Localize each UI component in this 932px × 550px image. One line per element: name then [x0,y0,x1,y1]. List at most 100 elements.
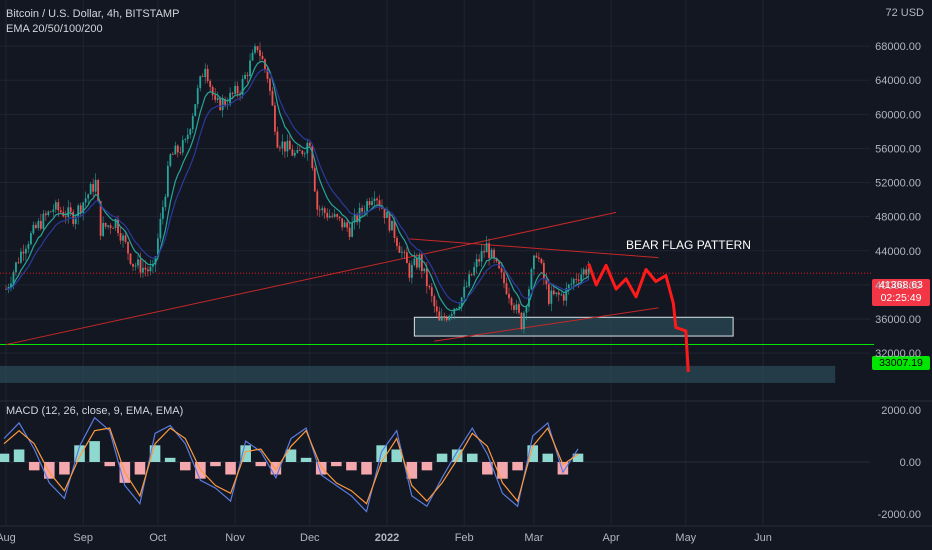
time-axis-tick: Apr [603,532,620,544]
macd-histogram-bar [466,453,478,462]
candle-body [318,209,321,211]
candle-body [221,99,224,111]
macd-histogram-bar [179,462,191,471]
currency-top-tick: 72 [885,7,898,19]
candle-body [196,88,199,105]
candle-body [34,224,37,229]
candle-body [552,290,555,295]
candle-body [219,97,222,111]
candle-body [391,220,393,231]
candle-body [368,201,371,206]
candle-body [114,219,117,228]
candle-body [22,251,25,254]
candle-body [264,59,266,70]
candle-body [266,69,269,79]
candle-body [276,131,279,148]
candle-body [361,207,363,212]
candle-body [49,211,52,213]
macd-axis-tick: 2000.00 [881,405,921,417]
candle-body [530,269,533,290]
price-axis-tick: 52000.00 [875,178,921,190]
macd-histogram-bar [346,462,357,471]
time-axis-tick: Feb [455,532,474,544]
candle-body [77,205,80,218]
candle-body [112,227,114,229]
price-axis-tick: 68000.00 [875,41,921,53]
candle-body [383,208,386,219]
candle-body [513,305,515,310]
candle-body [316,191,319,210]
price-axis-tick: 36000.00 [875,314,921,326]
time-axis-tick: Jun [754,532,772,544]
candle-body [211,86,214,96]
candle-body [27,244,30,249]
time-axis-tick: Aug [0,532,16,544]
macd-histogram-bar [44,462,55,479]
candle-body [57,202,60,211]
candle-body [455,308,458,310]
macd-histogram-bar [240,445,251,462]
macd-histogram-bar [210,462,221,467]
candle-body [488,243,490,259]
support-level-badge: 33007.19 [872,356,930,370]
candle-body [171,154,174,156]
candle-body [448,315,451,321]
candle-body [440,315,443,321]
macd-histogram-bar [225,462,236,475]
candle-body [550,290,553,304]
price-axis-tick: 40000.00 [875,280,921,292]
candle-body [565,288,568,301]
candle-body [528,289,530,307]
candle-body [545,278,548,285]
candle-body [201,76,204,78]
candle-body [572,279,575,284]
candle-body [64,216,67,218]
candle-body [269,78,271,91]
candle-body [189,129,192,135]
candle-body [343,222,346,228]
last-price-badge: 41368.63 02:25:49 [872,279,930,306]
candle-body [493,249,495,259]
candle-body [191,116,194,130]
candle-body [52,209,55,212]
candle-body [17,262,20,264]
candle-body [20,251,22,263]
candle-body [483,251,486,253]
candle-body [82,202,85,213]
macd-histogram-bar [149,445,161,462]
candle-body [547,284,550,304]
candle-body [179,152,182,154]
candle-body [97,180,100,201]
candle-body [503,272,505,284]
support-level-badge-bg [872,356,930,370]
candle-body [72,211,75,224]
macd-histogram-bar [497,462,508,479]
candle-body [346,222,349,228]
candle-body [94,180,97,192]
candle-body [169,154,172,166]
candle-body [445,318,448,321]
candle-body [393,220,396,238]
candle-body [410,264,413,278]
candle-body [159,218,162,239]
price-axis-tick: 44000.00 [875,246,921,258]
candle-body [560,294,563,296]
macd-histogram-bar [255,462,267,467]
rising-trendline [5,211,617,346]
candle-body [587,268,590,275]
macd-histogram-bar [572,453,584,462]
candle-body [373,198,376,202]
candle-body [5,289,7,290]
candle-body [216,97,219,100]
candle-body [87,194,90,199]
candle-body [176,145,179,153]
price-axis-tick: 48000.00 [875,212,921,224]
candle-body [209,81,212,87]
macd-histogram-bar [59,462,70,475]
macd-histogram-bar [436,453,448,462]
time-axis-tick: Mar [524,532,543,544]
candle-body [308,142,311,147]
candle-body [241,78,244,95]
candle-body [341,218,344,228]
